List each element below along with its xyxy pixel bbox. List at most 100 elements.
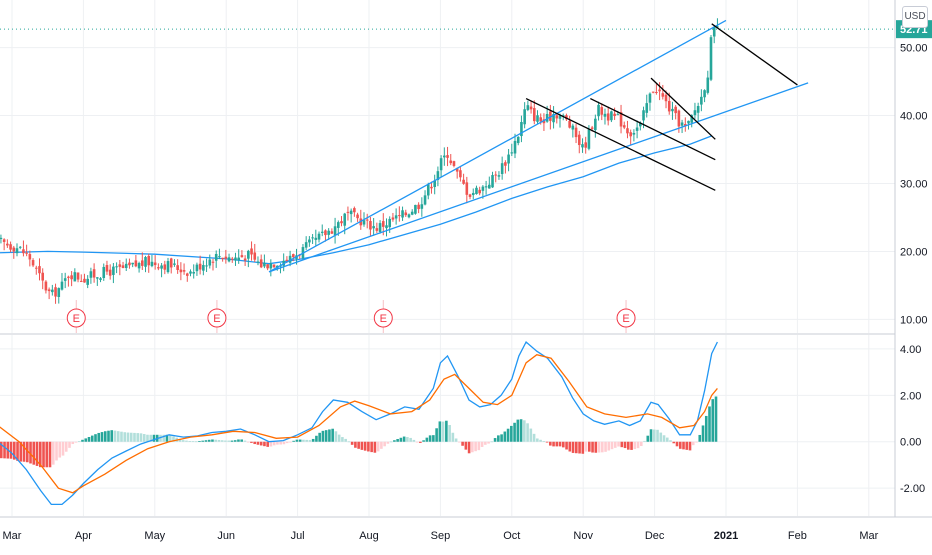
- candle-body: [353, 208, 356, 213]
- candle-body: [703, 90, 706, 98]
- histogram-bar: [19, 441, 23, 462]
- histogram-bar: [152, 434, 156, 442]
- histogram-bar: [490, 441, 494, 443]
- histogram-bar: [370, 441, 373, 453]
- candle-body: [63, 278, 67, 281]
- histogram-bar: [542, 441, 546, 442]
- histogram-bar: [246, 441, 250, 443]
- candle-body: [105, 265, 109, 272]
- candle-body: [34, 267, 38, 269]
- candle-body: [234, 257, 237, 261]
- candle-body: [224, 256, 228, 259]
- candle-body: [561, 115, 565, 117]
- histogram-bar: [597, 441, 601, 453]
- histogram-bar: [97, 432, 101, 442]
- candle-body: [211, 261, 215, 263]
- earnings-badge[interactable]: [616, 308, 636, 328]
- histogram-bar: [305, 439, 308, 442]
- histogram-bar: [188, 441, 192, 442]
- histogram-bar: [103, 431, 107, 442]
- earnings-badge[interactable]: [207, 308, 227, 328]
- candle-body: [584, 142, 587, 148]
- histogram-bar: [510, 425, 513, 442]
- candle-body: [214, 253, 218, 261]
- histogram-bar: [432, 435, 435, 442]
- histogram-bar: [383, 441, 386, 447]
- candle-body: [536, 115, 539, 122]
- candle-body: [552, 114, 555, 123]
- histogram-bar: [389, 441, 393, 443]
- trendline[interactable]: [268, 19, 727, 273]
- histogram-bar: [32, 441, 36, 465]
- earnings-label: E: [213, 313, 220, 325]
- earnings-badge[interactable]: [373, 308, 393, 328]
- candle-body: [83, 278, 86, 283]
- trendline[interactable]: [268, 82, 809, 273]
- candle-body: [6, 243, 9, 246]
- price-tick-label: 40.00: [900, 111, 928, 123]
- candle-body: [22, 249, 25, 254]
- candle-body: [153, 262, 157, 266]
- histogram-bar: [516, 419, 520, 442]
- candle-body: [240, 255, 244, 258]
- candle-body: [632, 132, 636, 135]
- histogram-bar: [185, 440, 188, 442]
- candle-body: [185, 273, 189, 276]
- histogram-bar: [243, 440, 247, 442]
- candle-body: [54, 287, 57, 297]
- histogram-bar: [652, 429, 656, 442]
- x-tick-label: Sep: [431, 530, 451, 542]
- histogram-bar: [568, 441, 572, 452]
- candle-body: [218, 256, 221, 258]
- candle-body: [455, 168, 459, 172]
- candle-body: [475, 187, 478, 195]
- candle-body: [491, 175, 494, 188]
- price-tick-label: 20.00: [900, 246, 928, 258]
- macd-tick-label: 0.00: [900, 437, 921, 449]
- histogram-bar: [308, 440, 312, 442]
- candle-body: [92, 269, 96, 278]
- candle-body: [25, 252, 28, 254]
- candle-body: [227, 257, 231, 262]
- candle-body: [687, 120, 690, 124]
- candle-body: [314, 237, 318, 240]
- histogram-bar: [129, 432, 133, 442]
- histogram-bar: [682, 441, 685, 450]
- candle-body: [308, 239, 311, 243]
- candle-body: [112, 266, 115, 275]
- histogram-bar: [233, 440, 237, 442]
- currency-button[interactable]: USD: [902, 6, 928, 28]
- earnings-badge[interactable]: [66, 308, 86, 328]
- histogram-bar: [298, 439, 302, 442]
- channel-line[interactable]: [525, 97, 716, 191]
- candle-body: [565, 115, 568, 120]
- candle-body: [144, 257, 147, 267]
- candle-body: [716, 26, 719, 28]
- candle-body: [166, 261, 170, 273]
- candle-body: [410, 211, 414, 215]
- candle-body: [577, 134, 581, 146]
- candle-body: [671, 108, 674, 112]
- histogram-bar: [519, 419, 523, 442]
- histogram-bar: [48, 441, 52, 468]
- histogram-bar: [672, 441, 676, 444]
- histogram-bar: [529, 428, 533, 442]
- histogram-bar: [678, 441, 682, 449]
- x-tick-label: Mar: [859, 530, 878, 542]
- candle-body: [513, 140, 517, 154]
- histogram-bar: [100, 432, 104, 442]
- channel-line[interactable]: [711, 23, 798, 86]
- candle-body: [616, 114, 620, 116]
- histogram-bar: [259, 441, 263, 446]
- histogram-bar: [497, 435, 500, 442]
- candle-body: [690, 115, 694, 123]
- candle-body: [600, 107, 604, 115]
- candle-body: [67, 276, 70, 278]
- channel-line[interactable]: [590, 97, 716, 161]
- candle-body: [362, 220, 366, 225]
- histogram-bar: [454, 438, 458, 442]
- channel-line[interactable]: [650, 77, 716, 140]
- histogram-bar: [386, 441, 390, 444]
- candle-body: [603, 113, 607, 117]
